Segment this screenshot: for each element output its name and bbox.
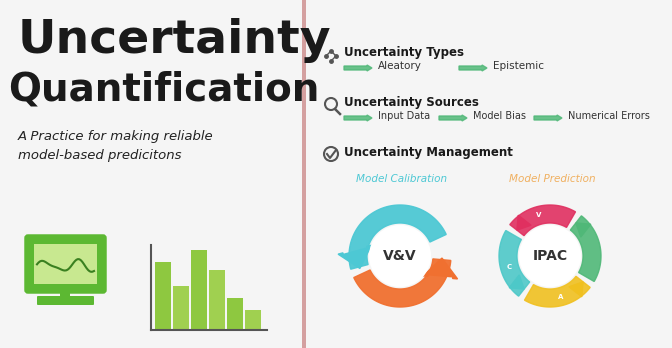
Text: Model Calibration: Model Calibration bbox=[356, 174, 448, 184]
Text: Aleatory: Aleatory bbox=[378, 61, 422, 71]
Polygon shape bbox=[571, 216, 601, 282]
Text: A Practice for making reliable
model-based predicitons: A Practice for making reliable model-bas… bbox=[18, 130, 214, 162]
Text: A: A bbox=[558, 294, 564, 300]
FancyArrow shape bbox=[423, 258, 458, 279]
Text: IPAC: IPAC bbox=[532, 249, 568, 263]
Bar bbox=[60, 288, 70, 300]
Bar bbox=[245, 310, 261, 330]
FancyArrow shape bbox=[509, 275, 524, 289]
Bar bbox=[227, 298, 243, 330]
Bar bbox=[191, 250, 207, 330]
Polygon shape bbox=[499, 230, 530, 296]
Polygon shape bbox=[525, 276, 590, 307]
Text: Uncertainty Types: Uncertainty Types bbox=[344, 46, 464, 59]
Text: C: C bbox=[507, 264, 512, 270]
Text: Model Prediction: Model Prediction bbox=[509, 174, 595, 184]
Circle shape bbox=[519, 225, 581, 287]
Text: Numerical Errors: Numerical Errors bbox=[568, 111, 650, 121]
Text: Quantification: Quantification bbox=[8, 70, 319, 108]
Text: Uncertainty: Uncertainty bbox=[18, 18, 331, 63]
Text: Uncertainty Management: Uncertainty Management bbox=[344, 146, 513, 159]
Text: Input Data: Input Data bbox=[378, 111, 430, 121]
Text: V&V: V&V bbox=[383, 249, 417, 263]
FancyArrow shape bbox=[338, 245, 372, 268]
Bar bbox=[173, 286, 189, 330]
Bar bbox=[302, 0, 306, 348]
FancyArrow shape bbox=[569, 282, 583, 297]
FancyArrow shape bbox=[576, 223, 591, 237]
FancyBboxPatch shape bbox=[26, 236, 105, 292]
FancyArrow shape bbox=[439, 115, 467, 121]
Polygon shape bbox=[510, 205, 575, 236]
FancyBboxPatch shape bbox=[37, 296, 94, 305]
Text: Epistemic: Epistemic bbox=[493, 61, 544, 71]
Text: Uncertainty Sources: Uncertainty Sources bbox=[344, 96, 479, 109]
Bar bbox=[155, 262, 171, 330]
Circle shape bbox=[369, 225, 431, 287]
FancyArrow shape bbox=[459, 65, 487, 71]
FancyArrow shape bbox=[344, 65, 372, 71]
Polygon shape bbox=[349, 205, 446, 269]
Bar bbox=[34, 244, 97, 284]
Bar bbox=[209, 270, 225, 330]
FancyArrow shape bbox=[344, 115, 372, 121]
FancyArrow shape bbox=[517, 215, 531, 230]
Text: V: V bbox=[536, 212, 542, 219]
Polygon shape bbox=[353, 259, 451, 307]
Text: Model Bias: Model Bias bbox=[473, 111, 526, 121]
FancyArrow shape bbox=[534, 115, 562, 121]
